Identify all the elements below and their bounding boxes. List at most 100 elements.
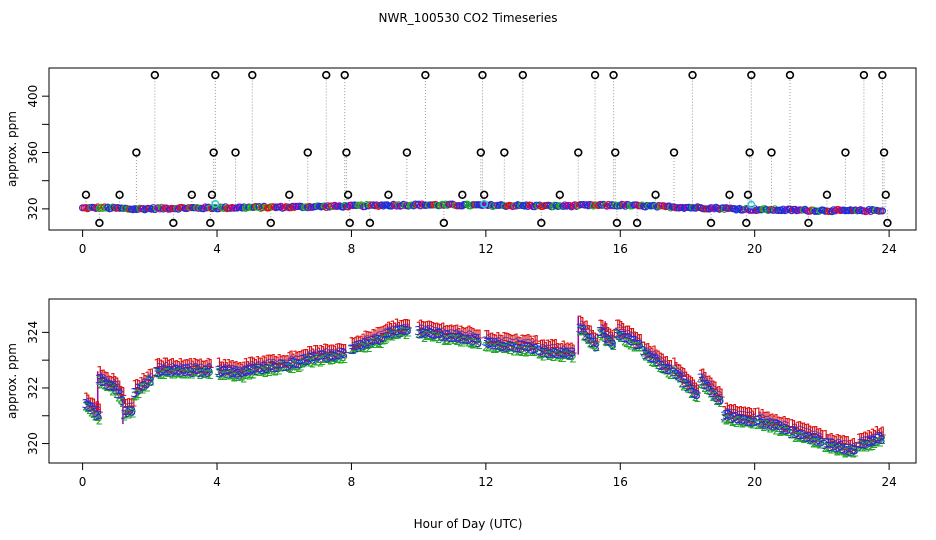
series-stroke	[264, 366, 268, 370]
series-stroke	[286, 366, 290, 369]
raw-co2-plot-frame	[48, 67, 917, 231]
series-stroke	[204, 371, 207, 375]
symbol-2: 2	[119, 396, 127, 410]
symbol-1: 1	[207, 357, 215, 371]
series-stroke	[444, 339, 448, 342]
calibration-point	[725, 190, 734, 199]
series-stroke	[222, 363, 226, 367]
calibration-point	[206, 218, 215, 228]
data-point	[107, 204, 115, 212]
series-stroke	[370, 340, 373, 345]
series-stroke	[333, 356, 337, 358]
series-stroke	[288, 364, 291, 367]
series-stroke	[396, 333, 399, 336]
series-stroke	[261, 360, 265, 364]
data-point	[199, 205, 208, 213]
series-stroke	[312, 349, 316, 354]
series-stroke	[159, 370, 163, 373]
data-point	[730, 205, 739, 213]
series-stroke	[389, 332, 393, 336]
series-stroke	[190, 362, 194, 366]
series-stroke	[131, 401, 134, 405]
series-stroke	[376, 341, 380, 344]
series-stroke	[187, 369, 191, 372]
data-point	[258, 203, 266, 212]
series-stroke	[185, 369, 189, 373]
series-stroke	[99, 370, 103, 376]
series-stroke	[193, 369, 197, 374]
data-point	[603, 202, 611, 210]
series-stroke	[297, 355, 300, 358]
series-stroke	[183, 369, 187, 373]
calibration-point	[651, 190, 660, 199]
series-stroke	[203, 370, 206, 374]
symbol-3: 3	[340, 347, 348, 361]
data-point	[322, 203, 330, 212]
calibration-point	[883, 218, 892, 228]
series-stroke	[394, 333, 397, 336]
data-point	[512, 202, 520, 210]
data-point	[440, 201, 448, 209]
series-stroke	[248, 369, 251, 372]
series-stroke	[421, 331, 425, 335]
series-stroke	[124, 414, 128, 417]
data-point	[463, 200, 471, 208]
series-stroke	[448, 339, 452, 342]
data-point	[373, 201, 381, 209]
symbol-2: 2	[206, 368, 214, 382]
data-point	[559, 202, 567, 210]
series-stroke	[89, 409, 93, 413]
symbol-1: 1	[148, 367, 156, 381]
data-point	[388, 202, 396, 210]
series-stroke	[111, 385, 115, 388]
calibration-point	[611, 148, 620, 157]
series-stroke	[430, 335, 434, 338]
calibrated-co2-panel: 1231231231231231231231231231231231231231…	[5, 298, 917, 489]
calibrated-co2-y-tick-label: 320	[26, 432, 40, 455]
raw-co2-x-tick-label: 16	[613, 242, 628, 256]
series-stroke	[419, 333, 423, 335]
calibration-point	[342, 148, 351, 157]
calibration-point	[322, 70, 331, 80]
calibration-point	[132, 148, 141, 157]
calibrated-co2-x-axis: 0 4 8 12 16 20 24	[79, 463, 897, 489]
chart-title: NWR_100530 CO2 Timeseries	[379, 11, 558, 25]
calibration-point	[207, 190, 217, 199]
raw-co2-x-tick-label: 4	[213, 242, 221, 256]
series-stroke	[101, 373, 105, 376]
series-stroke	[208, 362, 212, 365]
series-stroke	[417, 330, 421, 335]
symbol-3: 3	[569, 346, 577, 360]
calibration-point	[402, 148, 412, 157]
calibration-point	[479, 190, 489, 199]
data-point	[357, 201, 366, 209]
series-stroke	[355, 340, 359, 343]
series-stroke	[86, 397, 89, 400]
data-point	[735, 204, 744, 213]
series-stroke	[281, 366, 284, 369]
series-stroke	[358, 344, 362, 349]
data-point	[777, 206, 786, 215]
series-stroke	[259, 370, 262, 373]
raw-co2-x-tick-label: 20	[747, 242, 762, 256]
series-stroke	[274, 367, 277, 370]
series-stroke	[169, 370, 173, 374]
series-stroke	[381, 330, 384, 332]
series-stroke	[233, 371, 236, 374]
calibration-point	[669, 148, 679, 157]
series-stroke	[440, 336, 444, 339]
data-point	[329, 202, 337, 211]
series-stroke	[129, 402, 132, 405]
calibrated-co2-x-tick-label: 16	[613, 475, 628, 489]
series-stroke	[457, 329, 461, 334]
calibration-point	[742, 218, 751, 228]
series-stroke	[110, 387, 114, 392]
data-point	[574, 202, 582, 210]
series-stroke	[296, 366, 300, 369]
series-stroke	[403, 323, 406, 326]
series-stroke	[180, 362, 184, 367]
data-point	[536, 201, 544, 209]
series-stroke	[424, 335, 428, 339]
series-stroke	[332, 357, 336, 361]
symbol-1: 1	[250, 356, 258, 370]
